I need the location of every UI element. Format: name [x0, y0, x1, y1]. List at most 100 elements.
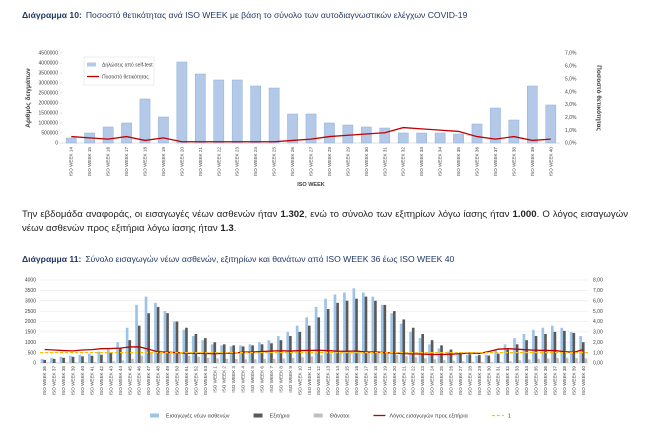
y2-tick-label: 1,0%	[565, 128, 577, 134]
bar	[191, 336, 195, 363]
x-tick-label: ISO WEEK 8	[278, 366, 283, 393]
y-tick-label: 1000	[25, 340, 36, 346]
bar	[333, 294, 337, 363]
bar	[194, 333, 198, 363]
bar	[121, 360, 125, 363]
bar	[416, 132, 427, 144]
bar	[383, 304, 387, 363]
y2-tick-label: 6,0%	[565, 64, 577, 70]
legend-label: Δηλώσεις από self-test	[102, 62, 153, 69]
bar	[374, 300, 377, 363]
legend-label: Ποσοστό θετικότητας	[102, 74, 149, 81]
bar	[166, 313, 169, 363]
bar	[65, 137, 77, 144]
bar	[317, 317, 321, 363]
bar	[74, 362, 78, 363]
y2-tick-label: 2,00	[593, 340, 603, 346]
bar	[71, 356, 75, 363]
bar	[390, 313, 393, 363]
x-tick-label: ISO WEEK 30	[364, 147, 369, 177]
x-tick-label: ISO WEEK 5	[250, 366, 255, 393]
bar	[69, 355, 72, 363]
x-tick-label: ISO WEEK 10	[297, 366, 302, 396]
bar	[251, 345, 254, 363]
bar	[371, 296, 375, 363]
x-tick-label: ISO WEEK 31	[496, 366, 501, 396]
y-tick-label: 4500000	[39, 51, 59, 57]
bar	[276, 336, 280, 363]
bar	[397, 132, 409, 144]
bar	[232, 345, 236, 363]
bar	[490, 361, 493, 363]
y-tick-label: 1500	[25, 330, 36, 336]
bar	[149, 352, 153, 363]
x-tick-label: ISO WEEK 23	[420, 366, 425, 396]
x-tick-label: ISO WEEK 1	[212, 366, 217, 393]
x-tick-label: ISO WEEK 40	[548, 147, 553, 177]
y2-tick-label: 4,00	[593, 319, 603, 325]
y2-tick-label: 3,00	[593, 330, 603, 336]
bar	[405, 356, 408, 363]
x-tick-label: ISO WEEK 19	[161, 147, 166, 177]
bar	[239, 345, 242, 363]
bar	[154, 302, 157, 363]
y-tick-label: 4000	[25, 278, 36, 284]
legend-label: Εξιτήρια	[270, 413, 291, 420]
bar	[90, 355, 94, 363]
bar	[50, 357, 53, 363]
paragraph-segment: 1.302	[280, 209, 305, 220]
bar	[289, 336, 292, 363]
x-tick-label: ISO WEEK 26	[449, 366, 454, 396]
x-tick-label: ISO WEEK 42	[99, 366, 104, 396]
bar	[456, 353, 460, 363]
bar	[361, 126, 372, 144]
bar	[544, 333, 547, 363]
x-tick-label: ISO WEEK 24	[253, 147, 258, 177]
bar	[532, 329, 535, 363]
bar	[468, 354, 472, 363]
bar	[409, 331, 412, 363]
y-tick-label: 3000000	[39, 81, 59, 87]
bar	[128, 340, 132, 363]
bar	[64, 362, 68, 363]
bar	[534, 336, 538, 363]
bar	[338, 352, 342, 363]
y-tick-label: 1500000	[39, 111, 59, 117]
paragraph-segment: . Ο λόγος εισαγωγών νέων ασθενών προς εξ…	[22, 209, 628, 234]
x-tick-label: ISO WEEK 20	[179, 147, 184, 177]
x-tick-label: ISO WEEK 27	[458, 366, 463, 396]
bar	[102, 361, 106, 363]
x-tick-label: ISO WEEK 39	[571, 366, 576, 396]
bar	[301, 357, 304, 363]
bar	[131, 358, 134, 363]
y-tick-label: 2000000	[39, 101, 59, 107]
x-tick-label: ISO WEEK 41	[89, 366, 94, 396]
x-tick-label: ISO WEEK 40	[80, 366, 85, 396]
x-tick-label: ISO WEEK 22	[411, 366, 416, 396]
bar	[414, 357, 418, 363]
bar	[59, 356, 63, 363]
x-tick-label: ISO WEEK 17	[363, 366, 368, 396]
y-axis-label: Αριθμός δειγμάτων	[25, 68, 32, 128]
bar	[430, 340, 434, 363]
bar	[569, 331, 573, 363]
bar	[287, 113, 298, 144]
bar	[168, 351, 172, 363]
bar	[100, 354, 103, 363]
bar	[201, 340, 205, 363]
x-tick-label: ISO WEEK 36	[475, 147, 480, 177]
bar	[395, 354, 399, 363]
bar	[286, 331, 290, 363]
bar	[461, 361, 465, 363]
y-tick-label: 2500000	[39, 91, 59, 97]
x-tick-label: ISO WEEK 22	[216, 147, 221, 177]
bar	[195, 73, 206, 144]
bar	[376, 352, 380, 363]
x-tick-label: ISO WEEK 33	[419, 147, 424, 177]
bar	[178, 353, 181, 363]
bar	[475, 355, 479, 363]
chart-title-label: Διάγραμμα 11:	[22, 254, 81, 264]
y-tick-label: 3500	[25, 288, 36, 294]
bar	[550, 325, 554, 363]
